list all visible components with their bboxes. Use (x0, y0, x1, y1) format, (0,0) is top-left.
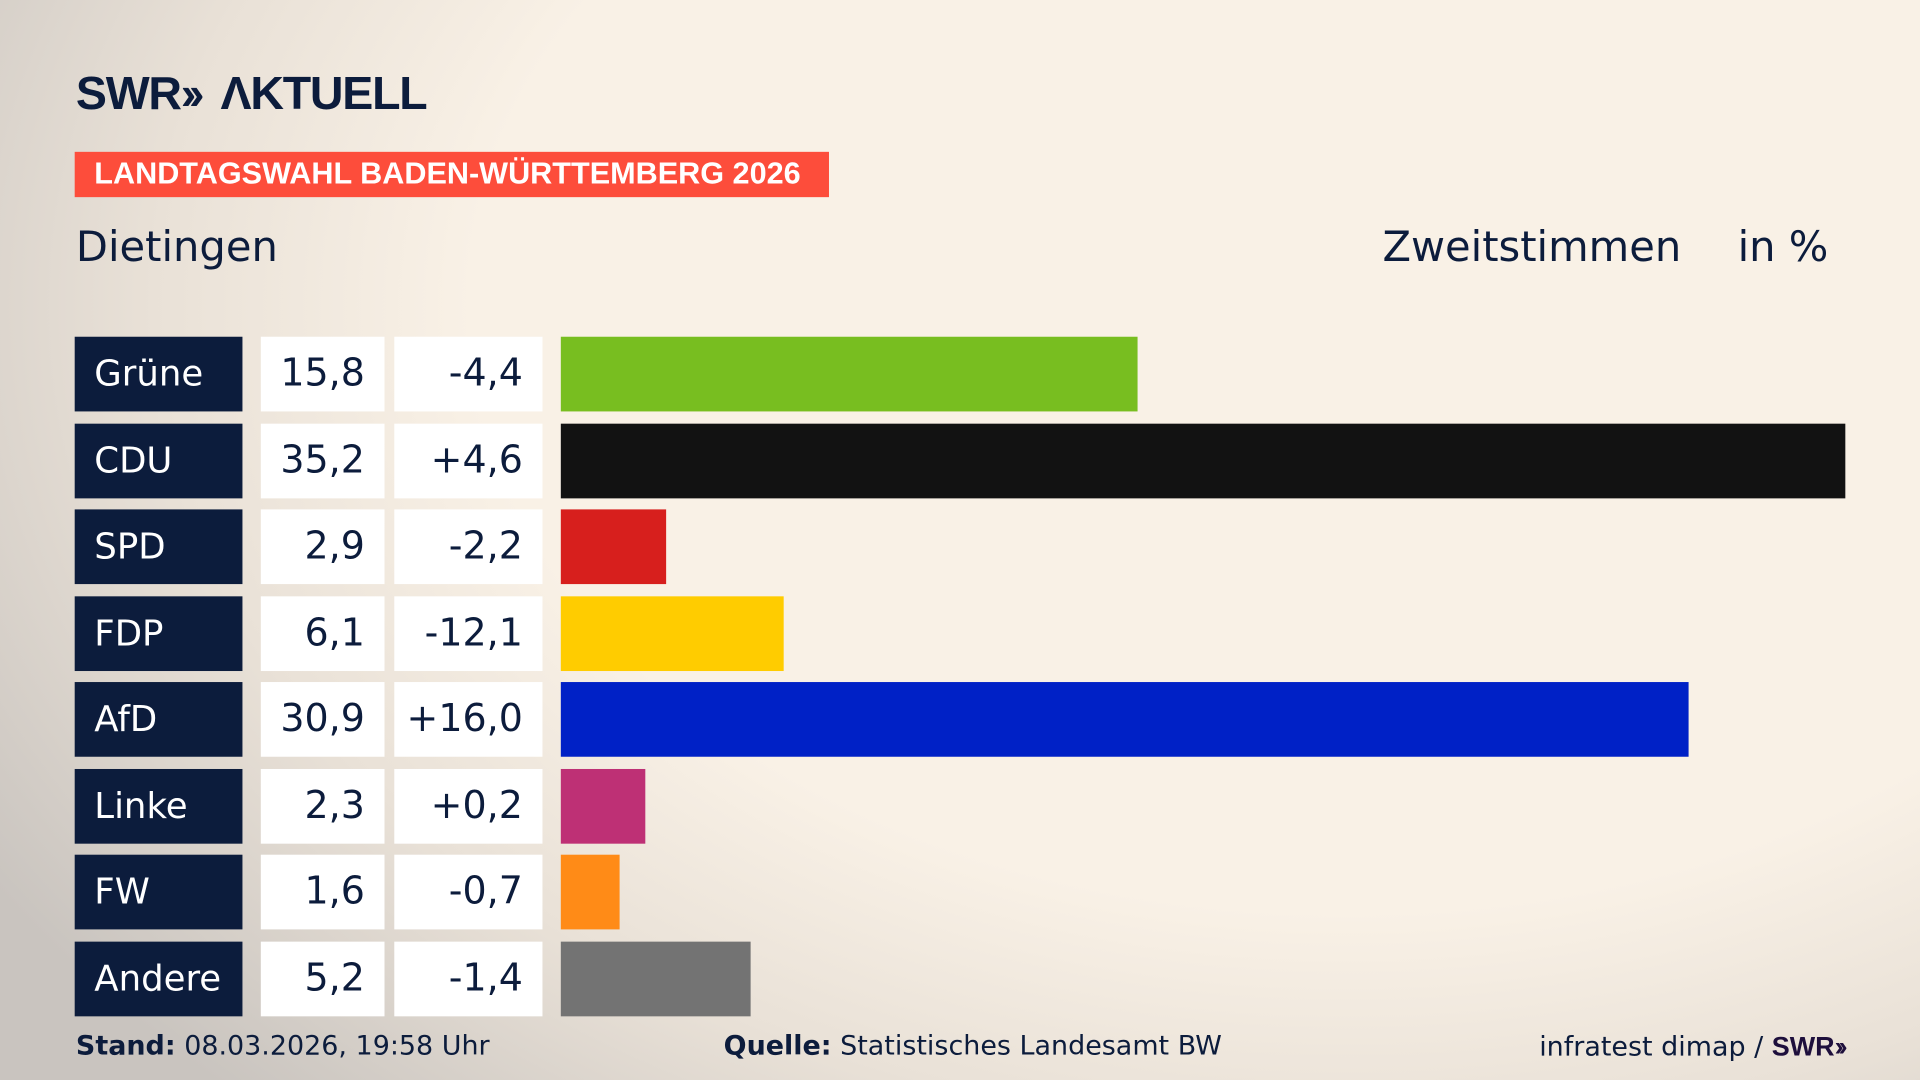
vote-share: 30,9 (260, 682, 385, 757)
bar-fdp (560, 595, 784, 671)
timestamp: Stand: 08.03.2026, 19:58 Uhr (75, 1031, 490, 1062)
swr-logo: SWR›› (1771, 1031, 1848, 1062)
bar-grüne (560, 336, 1138, 412)
bar-spd (560, 509, 667, 585)
party-label: CDU (74, 423, 243, 498)
election-banner: LANDTAGSWAHL BADEN-WÜRTTEMBERG 2026 (74, 151, 829, 198)
vote-change: -2,2 (394, 509, 543, 585)
bar-fw (560, 854, 620, 930)
vote-share: 35,2 (260, 423, 385, 498)
swr-aktuell-logo: SWR›› ΛKTUELL (75, 68, 428, 121)
vote-change: -0,7 (394, 854, 543, 930)
bar-afd (560, 682, 1689, 757)
vote-share: 1,6 (260, 854, 385, 930)
party-label: FDP (74, 595, 243, 671)
vote-change: +4,6 (394, 423, 543, 498)
bar-cdu (560, 423, 1846, 498)
bar-linke (560, 768, 645, 844)
vote-change: -4,4 (394, 336, 543, 412)
source: Quelle: Statistisches Landesamt BW (723, 1031, 1222, 1062)
vote-share: 6,1 (260, 595, 385, 671)
party-label: SPD (74, 509, 243, 585)
vote-share: 2,3 (260, 768, 385, 844)
vote-change: +16,0 (394, 682, 543, 757)
vote-share: 15,8 (260, 336, 385, 412)
vote-change: +0,2 (394, 768, 543, 844)
party-label: Andere (74, 941, 243, 1016)
vote-share: 2,9 (260, 509, 385, 585)
credit: infratest dimap / SWR›› (1539, 1031, 1848, 1063)
vote-change: -12,1 (394, 595, 543, 671)
party-label: AfD (74, 682, 243, 757)
vote-share: 5,2 (260, 941, 385, 1016)
bar-andere (560, 941, 751, 1016)
party-label: FW (74, 854, 243, 930)
measure-label: Zweitstimmen (1382, 222, 1682, 272)
region-title: Dietingen (75, 222, 278, 272)
unit-label: in % (1737, 222, 1829, 272)
vote-change: -1,4 (394, 941, 543, 1016)
party-label: Grüne (74, 336, 243, 412)
party-label: Linke (74, 768, 243, 844)
